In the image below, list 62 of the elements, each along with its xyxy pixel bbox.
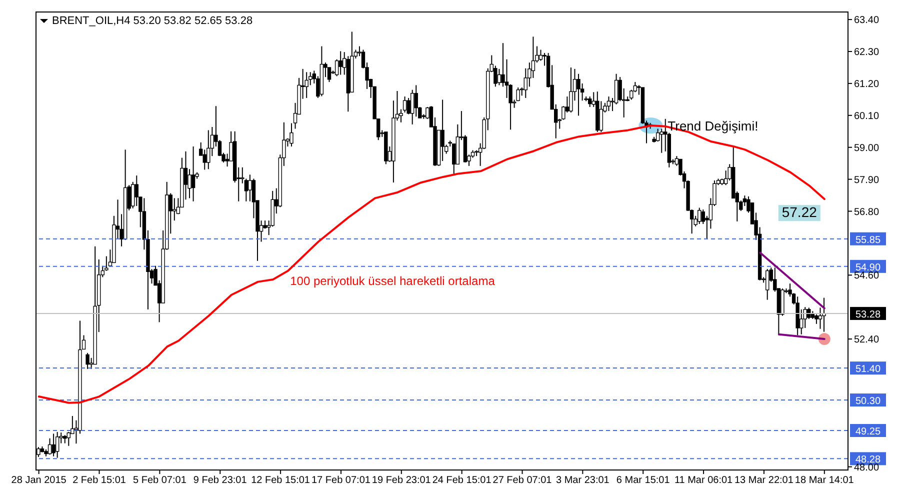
x-tick-label: 13 Mar 22:01 xyxy=(734,475,794,486)
candlestick xyxy=(766,268,770,300)
candlestick xyxy=(66,431,71,446)
candlestick xyxy=(172,198,176,222)
x-tick-label: 11 Mar 06:01 xyxy=(674,475,734,486)
candlestick xyxy=(338,50,342,76)
candlestick xyxy=(606,96,611,112)
candlestick xyxy=(588,96,592,108)
candlestick xyxy=(538,49,543,62)
chart-title: BRENT_OIL,H4 53.20 53.82 52.65 53.28 xyxy=(52,15,253,27)
ref-line-label: 55.85 xyxy=(855,234,881,246)
x-tick-label: 19 Feb 23:01 xyxy=(372,475,432,486)
y-tick-label: 59.00 xyxy=(854,142,880,154)
y-tick-label: 62.30 xyxy=(854,47,880,58)
y-tick-label: 48.00 xyxy=(854,462,880,474)
candlestick xyxy=(406,97,410,115)
ref-line-label: 50.30 xyxy=(855,396,881,408)
x-tick-label: 2 Feb 15:01 xyxy=(72,475,126,486)
candlestick xyxy=(599,100,604,132)
candlestick xyxy=(576,73,580,116)
candlestick xyxy=(52,433,56,457)
x-tick-label: 9 Feb 23:01 xyxy=(193,475,248,486)
y-tick-label: 54.60 xyxy=(854,270,880,282)
candlestick xyxy=(36,446,40,458)
candlestick xyxy=(206,130,210,170)
x-tick-label: 3 Mar 23:01 xyxy=(556,475,610,486)
candlestick xyxy=(410,89,414,125)
candlestick xyxy=(304,72,308,98)
candlestick xyxy=(86,352,90,370)
x-tick-label: 18 Mar 14:01 xyxy=(794,475,854,486)
candlestick xyxy=(814,314,818,324)
candlestick xyxy=(48,438,52,456)
y-tick-label: 63.40 xyxy=(854,15,880,26)
ref-line-label: 53.28 xyxy=(855,309,881,320)
data-label: 57.22 xyxy=(782,204,818,220)
candlestick xyxy=(569,66,573,113)
annotation: Trend Değişimi! xyxy=(668,118,758,134)
y-tick-label: 61.20 xyxy=(854,78,880,90)
ref-line-label: 51.40 xyxy=(855,364,881,376)
candlestick xyxy=(660,128,664,154)
candlestick xyxy=(248,174,252,202)
candlestick xyxy=(698,207,702,225)
candlestick xyxy=(202,149,206,170)
candlestick xyxy=(414,84,418,118)
candlestick xyxy=(497,68,502,86)
x-tick-label: 5 Feb 07:01 xyxy=(133,475,187,486)
y-tick-label: 60.10 xyxy=(854,110,880,122)
ref-line-label: 49.25 xyxy=(855,426,881,438)
candlestick xyxy=(55,431,60,458)
y-tick-label: 52.40 xyxy=(854,334,880,346)
candlestick xyxy=(191,146,196,202)
x-tick-label: 24 Feb 15:01 xyxy=(432,475,492,486)
series-label: 100 periyotluk üssel hareketli ortalama xyxy=(290,274,496,288)
candlestick xyxy=(440,99,444,162)
x-tick-label: 6 Mar 15:01 xyxy=(616,475,670,486)
x-tick-label: 17 Feb 07:01 xyxy=(312,475,371,486)
y-tick-label: 56.80 xyxy=(854,206,880,218)
x-tick-label: 27 Feb 07:01 xyxy=(492,475,552,486)
candlestick xyxy=(327,66,332,82)
x-tick-label: 12 Feb 15:01 xyxy=(251,475,310,486)
x-tick-label: 28 Jan 2015 xyxy=(11,475,67,486)
y-tick-label: 57.90 xyxy=(854,174,880,186)
